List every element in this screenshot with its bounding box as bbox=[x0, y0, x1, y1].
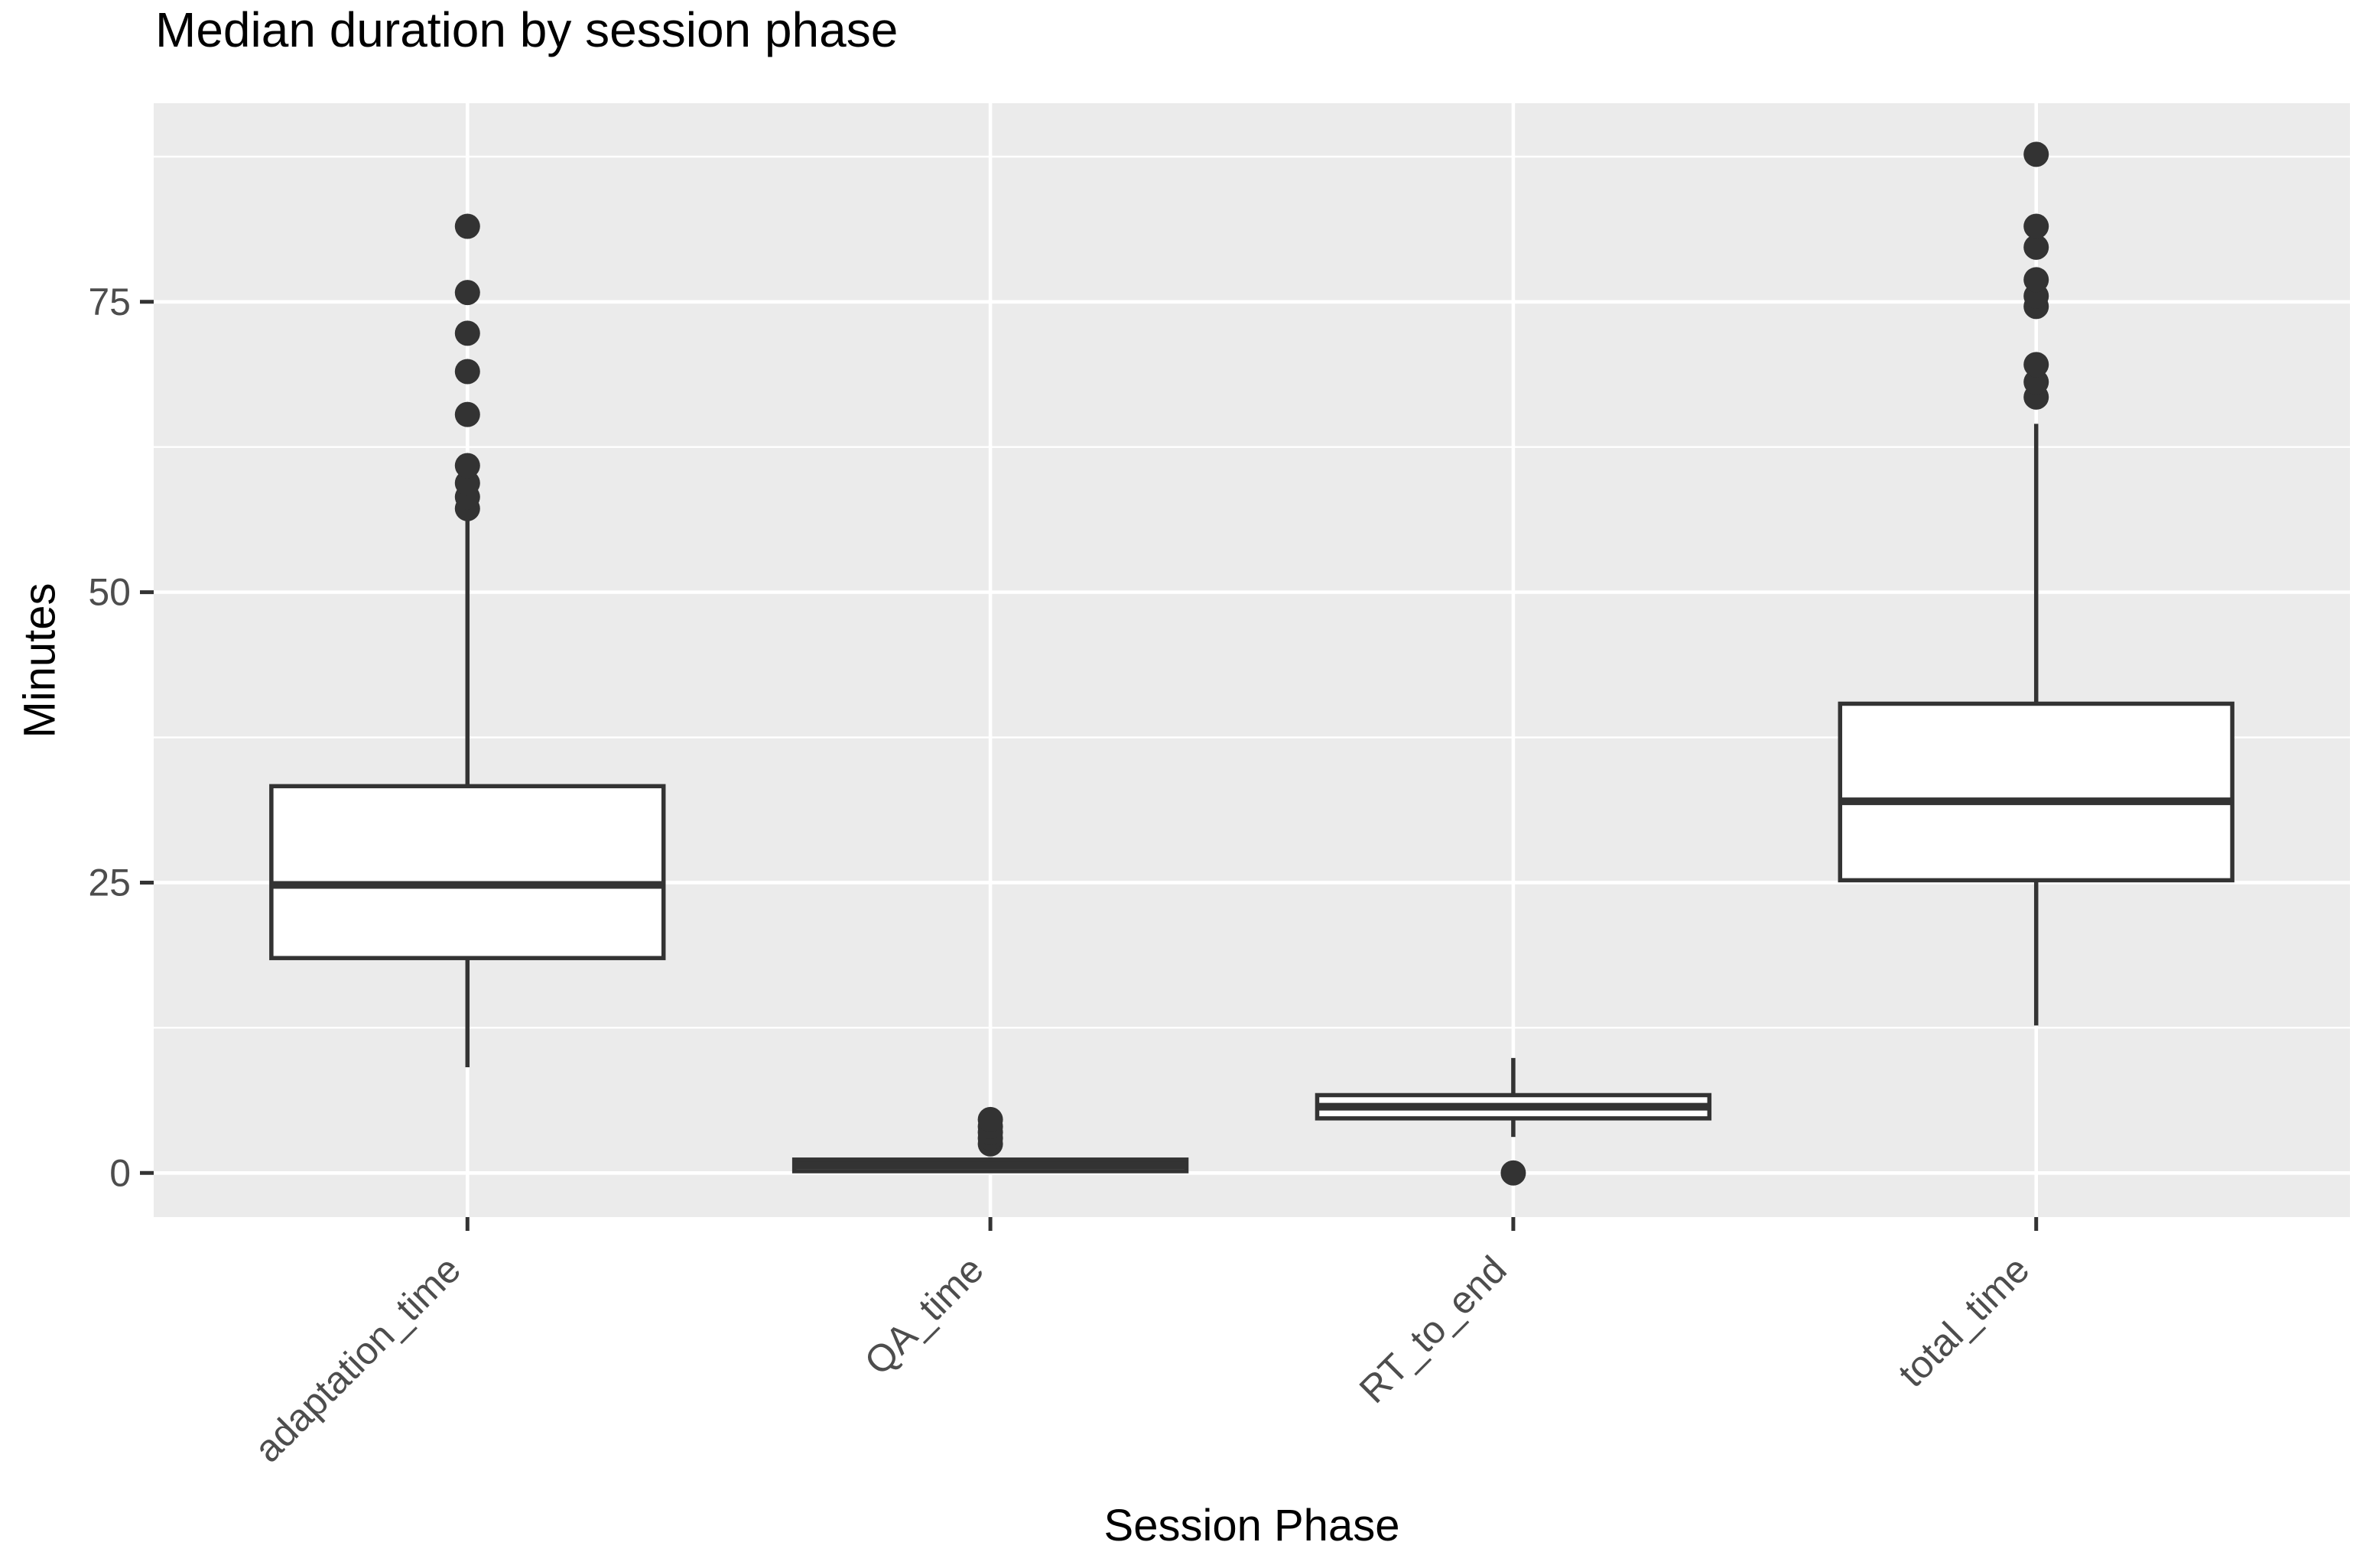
outlier-point-adaptation_time bbox=[454, 320, 480, 346]
outlier-point-adaptation_time bbox=[454, 401, 480, 427]
y-tick-label: 25 bbox=[88, 861, 131, 904]
plot-panel bbox=[154, 103, 2350, 1217]
outlier-point-adaptation_time bbox=[454, 280, 480, 306]
outlier-point-total_time bbox=[2023, 234, 2049, 260]
outlier-point-total_time bbox=[2023, 141, 2049, 167]
outlier-point-total_time bbox=[2023, 267, 2049, 293]
outlier-point-RT_to_end bbox=[1500, 1160, 1526, 1186]
outlier-point-total_time bbox=[2023, 369, 2049, 395]
x-axis-title: Session Phase bbox=[1103, 1501, 1400, 1550]
x-tick-label: RT_to_end bbox=[1351, 1248, 1515, 1411]
y-tick-label: 75 bbox=[88, 281, 131, 323]
y-axis-title: Minutes bbox=[15, 583, 65, 739]
y-tick-label: 0 bbox=[109, 1151, 131, 1194]
outlier-point-adaptation_time bbox=[454, 359, 480, 385]
box-total_time bbox=[1838, 701, 2234, 883]
x-tick-label: QA_time bbox=[856, 1248, 992, 1383]
outlier-point-total_time bbox=[2023, 213, 2049, 239]
x-tick-label: total_time bbox=[1890, 1248, 2038, 1395]
outlier-point-total_time bbox=[2023, 352, 2049, 378]
outlier-point-adaptation_time bbox=[454, 453, 480, 479]
box-adaptation_time bbox=[269, 784, 666, 960]
outlier-point-adaptation_time bbox=[454, 213, 480, 239]
outlier-point-QA_time bbox=[977, 1106, 1003, 1132]
outlier-point-adaptation_time bbox=[454, 470, 480, 496]
x-tick-label: adaptation_time bbox=[246, 1248, 469, 1470]
y-tick-label: 50 bbox=[88, 571, 131, 614]
chart-title: Median duration by session phase bbox=[155, 2, 899, 57]
